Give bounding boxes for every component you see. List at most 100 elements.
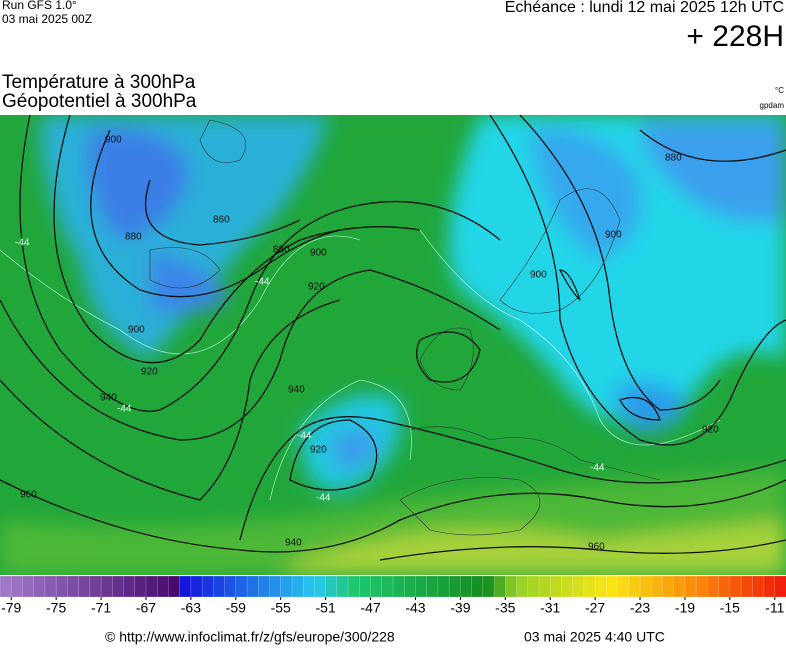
colorbar-tick-label: -47 (360, 600, 380, 616)
contour-label: 900 (310, 248, 327, 259)
contour-label: 900 (530, 270, 547, 281)
colorbar-swatch (583, 575, 596, 598)
colorbar: -79 -75 -71 -67 -63 -59 -55 -51 -47 -43 -39 -35 -31 -… (0, 575, 786, 616)
colorbar-swatch (235, 575, 248, 598)
colorbar-swatch (145, 575, 158, 598)
colorbar-swatch (100, 575, 113, 598)
colorbar-swatch (302, 575, 315, 598)
colorbar-swatch (527, 575, 540, 598)
colorbar-swatch (617, 575, 630, 598)
colorbar-swatch (33, 575, 46, 598)
unit-temp: °C (775, 86, 784, 95)
map: 900 880 860 880 900 920 900 920 940 960 … (0, 115, 786, 575)
isotherm-label: -44 (15, 238, 30, 249)
colorbar-tick-label: -35 (495, 600, 515, 616)
colorbar-swatch (505, 575, 518, 598)
colorbar-swatch (168, 575, 181, 598)
colorbar-tick-label: -79 (1, 600, 21, 616)
colorbar-swatch (740, 575, 753, 598)
colorbar-swatch (370, 575, 383, 598)
colorbar-tick-label: -31 (540, 600, 560, 616)
contour-label: 880 (125, 232, 142, 243)
colorbar-tick-label: -51 (316, 600, 336, 616)
colorbar-swatch (628, 575, 641, 598)
colorbar-swatch (437, 575, 450, 598)
title-geo: Géopotentiel à 300hPa (2, 91, 197, 112)
colorbar-swatch (684, 575, 697, 598)
contour-label: 900 (128, 325, 145, 336)
colorbar-swatch (673, 575, 686, 598)
lead-time: + 228H (686, 20, 784, 53)
colorbar-swatch (156, 575, 169, 598)
contour-label: 920 (702, 425, 719, 436)
colorbar-swatch (213, 575, 226, 598)
colorbar-swatch (561, 575, 574, 598)
contour-label: 880 (273, 245, 290, 256)
colorbar-tick-label: -27 (585, 600, 605, 616)
unit-geo: gpdam (760, 101, 785, 110)
colorbar-swatch (347, 575, 360, 598)
colorbar-swatch (729, 575, 742, 598)
colorbar-tick-label: -19 (675, 600, 695, 616)
contour-label: 960 (588, 542, 605, 553)
colorbar-swatch (482, 575, 495, 598)
colorbar-swatch (0, 575, 12, 598)
isotherm-label: -44 (297, 431, 312, 442)
run: Run GFS 1.0° (2, 0, 77, 12)
colorbar-tick-label: -67 (136, 600, 156, 616)
colorbar-swatch (538, 575, 551, 598)
valid-time: Echéance : lundi 12 mai 2025 12h UTC (505, 0, 784, 16)
colorbar-swatch (493, 575, 506, 598)
contour-label: 900 (605, 230, 622, 241)
source: © http://www.infoclimat.fr/z/gfs/europe/… (105, 629, 395, 645)
colorbar-swatch (594, 575, 607, 598)
colorbar-swatch (314, 575, 327, 598)
colorbar-swatch (269, 575, 282, 598)
title-temp: Température à 300hPa (2, 72, 196, 93)
colorbar-swatch (190, 575, 203, 598)
colorbar-swatch (55, 575, 68, 598)
contour-label: 880 (665, 153, 682, 164)
colorbar-tick-label: -43 (405, 600, 425, 616)
contour-label: 940 (288, 385, 305, 396)
colorbar-tick-label: -11 (765, 600, 784, 616)
colorbar-swatch (471, 575, 484, 598)
contour-label: 940 (285, 538, 302, 549)
colorbar-swatch (246, 575, 259, 598)
colorbar-swatch (606, 575, 619, 598)
colorbar-swatch (280, 575, 293, 598)
colorbar-swatch (549, 575, 562, 598)
colorbar-tick-label: -23 (630, 600, 650, 616)
colorbar-swatch (516, 575, 529, 598)
colorbar-swatch (201, 575, 214, 598)
colorbar-swatch (426, 575, 439, 598)
colorbar-tick-label: -63 (181, 600, 201, 616)
run-date: 03 mai 2025 00Z (2, 12, 92, 26)
colorbar-swatch (258, 575, 271, 598)
colorbar-swatch (44, 575, 57, 598)
colorbar-swatch (179, 575, 192, 598)
colorbar-tick-label: -75 (46, 600, 66, 616)
colorbar-swatch (381, 575, 394, 598)
colorbar-swatch (460, 575, 473, 598)
isotherm-label: -44 (117, 404, 132, 415)
colorbar-swatch (707, 575, 720, 598)
colorbar-swatch (336, 575, 349, 598)
colorbar-swatch (651, 575, 664, 598)
colorbar-swatch (112, 575, 125, 598)
colorbar-swatch (325, 575, 338, 598)
colorbar-swatch (403, 575, 417, 598)
colorbar-swatch (359, 575, 372, 598)
colorbar-swatch (695, 575, 708, 598)
colorbar-swatch (291, 575, 304, 598)
generated: 03 mai 2025 4:40 UTC (524, 629, 665, 645)
colorbar-swatch (763, 575, 776, 598)
colorbar-swatch (415, 575, 428, 598)
colorbar-tick-label: -39 (450, 600, 470, 616)
colorbar-swatch (67, 575, 80, 598)
colorbar-swatch (662, 575, 675, 598)
contour-label: 920 (308, 282, 325, 293)
isotherm-label: -44 (590, 463, 605, 474)
colorbar-swatch (78, 575, 91, 598)
